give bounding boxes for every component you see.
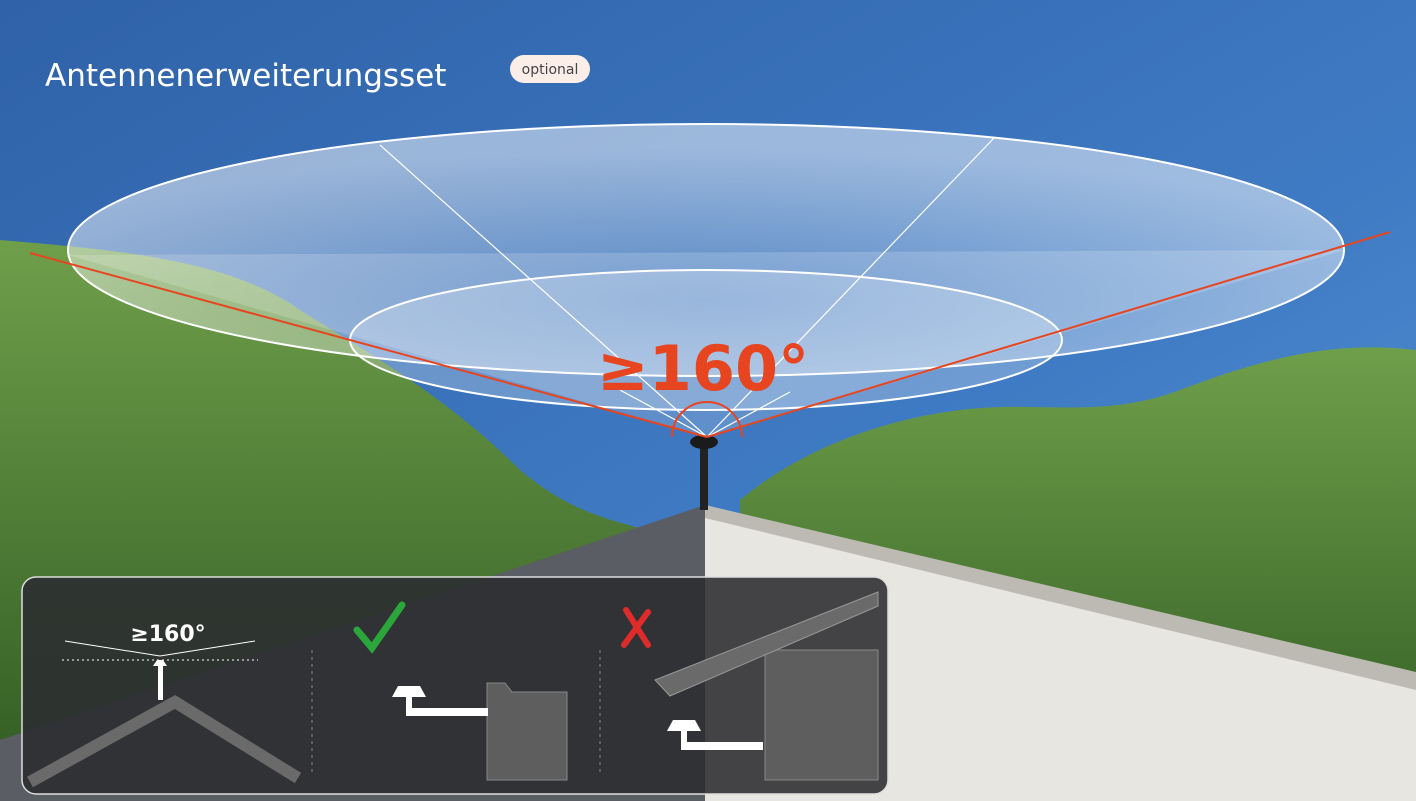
scene: ≥160° Antennenerweiterungsset optional ≥… bbox=[0, 0, 1416, 801]
antenna-pole bbox=[700, 445, 708, 510]
inset: ≥160° bbox=[22, 577, 888, 794]
angle-label: ≥160° bbox=[597, 332, 809, 405]
badge-text: optional bbox=[522, 62, 579, 78]
inset-angle-label: ≥160° bbox=[130, 622, 205, 647]
title: Antennenerweiterungsset bbox=[45, 58, 446, 94]
